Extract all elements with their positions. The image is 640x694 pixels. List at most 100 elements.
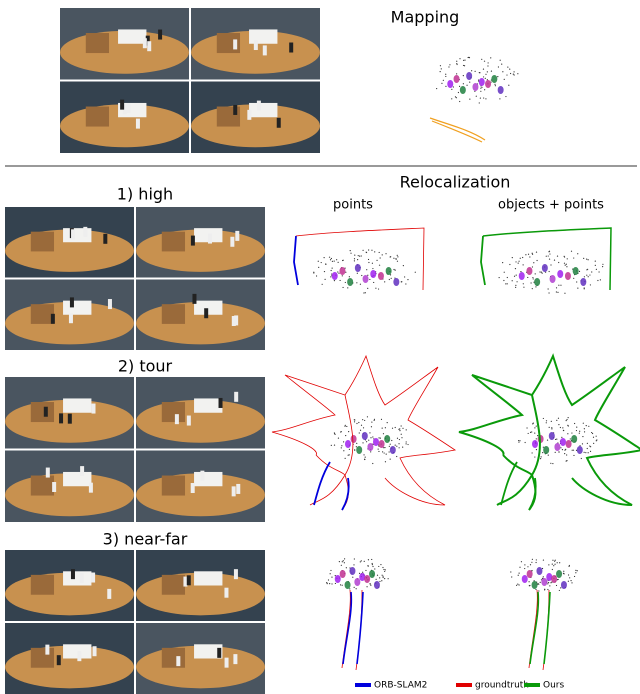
map-point (556, 585, 557, 586)
map-point (370, 585, 371, 586)
map-point (376, 260, 377, 261)
map-point (403, 265, 404, 266)
map-point (583, 258, 584, 259)
map-point (535, 286, 536, 287)
map-point (458, 92, 459, 93)
map-point (384, 452, 385, 453)
map-point (597, 280, 598, 281)
map-point (349, 588, 350, 589)
figurine (70, 297, 74, 307)
column-label: objects + points (498, 198, 604, 213)
map-point (548, 564, 549, 565)
map-point (441, 68, 442, 69)
map-point (563, 571, 564, 572)
map-point (567, 425, 568, 426)
map-point (565, 265, 566, 266)
map-point (513, 71, 514, 72)
map-point (324, 257, 325, 258)
box (118, 29, 146, 43)
map-point (547, 440, 548, 441)
map-point (358, 255, 359, 256)
map-point (407, 444, 408, 445)
map-point (576, 430, 577, 431)
map-point (406, 441, 407, 442)
trajectory (459, 356, 640, 510)
map-point (378, 288, 379, 289)
map-point (374, 568, 375, 569)
map-point (389, 446, 390, 447)
map-point (398, 429, 399, 430)
figurine (120, 100, 124, 110)
map-point (330, 570, 331, 571)
map-point (354, 419, 355, 420)
object (557, 270, 563, 278)
map-point (329, 257, 330, 258)
map-point (564, 256, 565, 257)
map-point (547, 589, 548, 590)
object (560, 438, 566, 446)
map-point (382, 576, 383, 577)
map-point (560, 447, 561, 448)
map-point (371, 421, 372, 422)
box (31, 402, 54, 422)
map-point (572, 450, 573, 451)
map-point (539, 271, 540, 272)
map-point (566, 454, 567, 455)
map-point (485, 78, 486, 79)
row-label: 1) high (117, 185, 173, 204)
figurine (57, 655, 61, 665)
map-point (357, 273, 358, 274)
object (556, 570, 562, 578)
map-point (372, 563, 373, 564)
map-point (569, 565, 570, 566)
box (31, 648, 54, 668)
map-point (566, 264, 567, 265)
map-point (331, 258, 332, 259)
object (479, 78, 485, 86)
map-point (527, 566, 528, 567)
map-point (326, 582, 327, 583)
map-point (364, 420, 365, 421)
figurine (187, 416, 191, 426)
legend-label: ORB-SLAM2 (374, 681, 427, 691)
object (378, 272, 384, 280)
photo (5, 280, 134, 351)
figurine (230, 237, 234, 247)
map-point (596, 269, 597, 270)
map-point (532, 288, 533, 289)
map-point (553, 565, 554, 566)
map-point (366, 441, 367, 442)
map-point (532, 423, 533, 424)
map-point (483, 69, 484, 70)
map-point (587, 269, 588, 270)
figurine (192, 294, 196, 304)
map-point (374, 420, 375, 421)
map-point (588, 276, 589, 277)
object (369, 570, 375, 578)
map-point (354, 255, 355, 256)
map-point (571, 432, 572, 433)
object (454, 75, 460, 83)
map-point (463, 60, 464, 61)
map-point (586, 425, 587, 426)
map-point (535, 562, 536, 563)
map-point (398, 443, 399, 444)
map-point (532, 452, 533, 453)
map-point (511, 576, 512, 577)
box (162, 575, 185, 595)
map-point (350, 250, 351, 251)
legend-label: Ours (543, 681, 564, 691)
object (542, 264, 548, 272)
map-point (551, 428, 552, 429)
map-point (588, 452, 589, 453)
map-point (362, 419, 363, 420)
map-point (365, 570, 366, 571)
map-point (536, 449, 537, 450)
map-point (345, 282, 346, 283)
row-label: 3) near-far (103, 530, 188, 549)
map-point (469, 82, 470, 83)
map-point (510, 73, 511, 74)
map-point (342, 561, 343, 562)
legend: ORB-SLAM2groundtruthOurs (355, 681, 564, 691)
object (466, 72, 472, 80)
